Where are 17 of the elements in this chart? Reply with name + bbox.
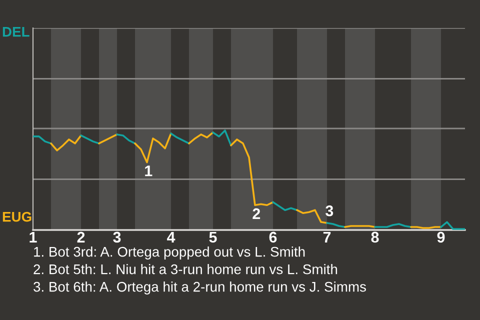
x-tick-label: 2	[77, 232, 85, 242]
x-tick-label: 9	[437, 232, 445, 243]
text: 3. Bot 6th: A. Ortega hit a 2-run home run vs J. Simms	[34, 282, 366, 294]
text: DEL	[2, 27, 30, 37]
x-tick-label: 7	[323, 232, 331, 242]
annotation: 1	[145, 166, 152, 176]
x-tick-label: 4	[166, 232, 176, 242]
x-tick-label: 6	[269, 232, 277, 243]
annotation: 2	[252, 208, 260, 219]
text: EUG	[2, 212, 32, 222]
annotation: 3	[326, 205, 334, 216]
x-tick-label: 5	[209, 232, 217, 243]
text: 2. Bot 5th: L. Niu hit a 3-run home run vs L. Smith	[34, 264, 338, 274]
x-tick-label: 3	[113, 232, 121, 243]
text: 1. Bot 3rd: A. Ortega popped out vs L. Smith	[34, 246, 305, 260]
x-tick-label: 8	[371, 232, 379, 243]
x-tick-label: 1	[30, 232, 37, 242]
